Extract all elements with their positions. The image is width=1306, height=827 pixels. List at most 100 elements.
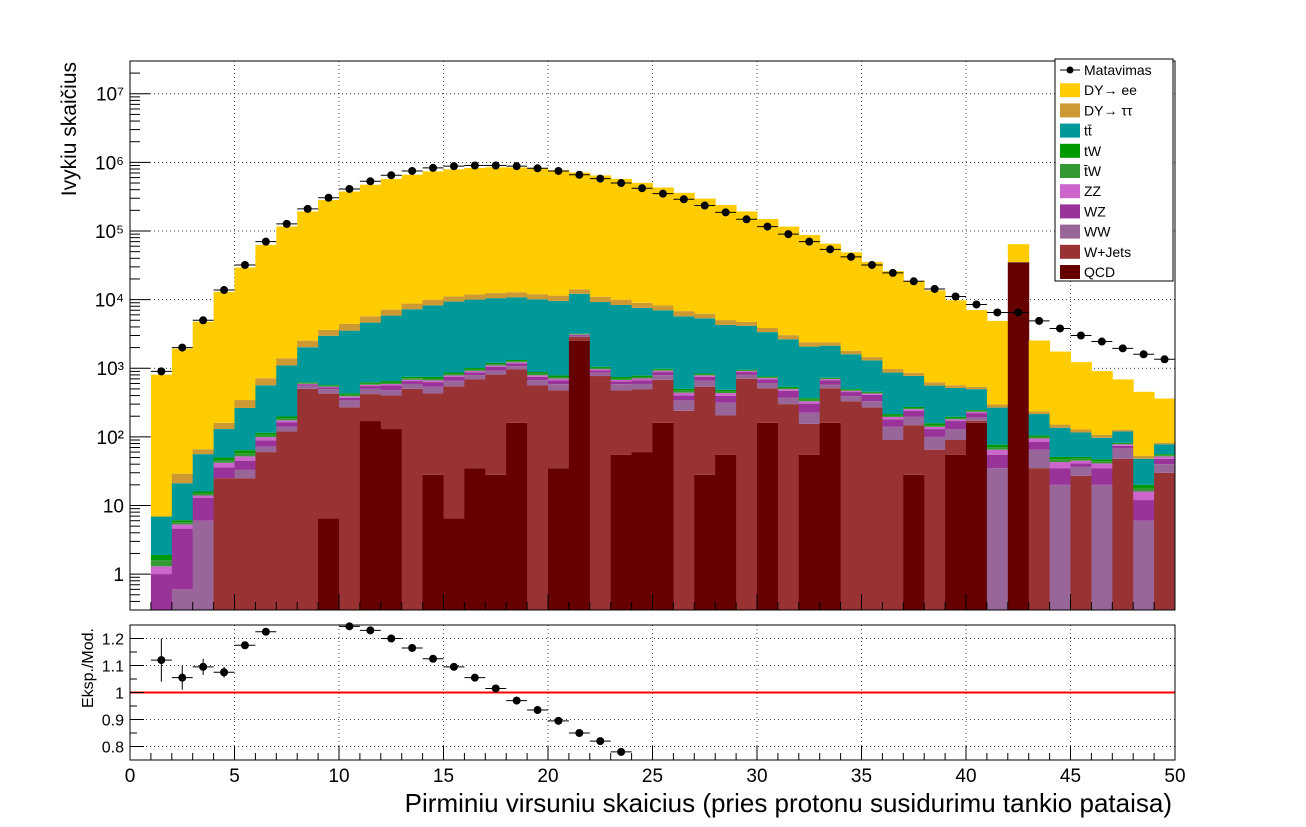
bar-zz <box>966 412 987 413</box>
bar-wz <box>193 498 214 521</box>
bar-qcd <box>799 455 820 610</box>
bar-dy-ee <box>193 322 214 450</box>
bar-ww <box>590 373 611 376</box>
bar-w-jets <box>402 389 423 610</box>
bar-w-jets <box>966 421 987 423</box>
legend-label: DY→ ee <box>1084 82 1137 98</box>
bar-ww <box>485 370 506 374</box>
bar-tt- <box>485 298 506 363</box>
bar-t-w <box>464 369 485 370</box>
bar-t-w <box>966 411 987 412</box>
bar-dy- <box>485 293 506 298</box>
bar-t-w <box>360 383 381 384</box>
bar-zz <box>1091 463 1112 468</box>
y-tick-label: 10³ <box>97 359 124 380</box>
bar-tt- <box>799 347 820 399</box>
bar-dy- <box>590 297 611 302</box>
bar-tt- <box>1133 459 1154 485</box>
legend-label: W+Jets <box>1084 244 1131 260</box>
bar-tw <box>297 382 318 383</box>
bar-w-jets <box>464 380 485 469</box>
bar-zz <box>841 391 862 392</box>
measurement-point <box>722 208 730 216</box>
bar-wz <box>276 422 297 426</box>
bar-tw <box>715 390 736 392</box>
bar-w-jets <box>1029 468 1050 610</box>
bar-zz <box>297 384 318 385</box>
bar-tt- <box>255 385 276 432</box>
bar-tt- <box>924 386 945 424</box>
bar-wz <box>506 364 527 367</box>
bar-dy- <box>841 351 862 355</box>
bar-zz <box>255 437 276 440</box>
bar-t-w <box>193 493 214 495</box>
bar-dy-ee <box>444 169 465 296</box>
bar-t-w <box>172 522 193 524</box>
bar-wz <box>464 372 485 375</box>
bar-dy- <box>360 316 381 322</box>
bar-wz <box>862 395 883 401</box>
bar-dy- <box>945 385 966 388</box>
bar-tw <box>1050 457 1071 459</box>
bar-t-w <box>778 388 799 389</box>
legend-swatch <box>1060 144 1080 158</box>
bar-w-jets <box>339 407 360 610</box>
bar-t-w <box>841 390 862 391</box>
bar-tw <box>987 445 1008 447</box>
legend-swatch <box>1060 204 1080 218</box>
measurement-point <box>345 185 353 193</box>
bar-t-w <box>276 418 297 420</box>
bar-t-w <box>987 447 1008 450</box>
bar-zz <box>1029 438 1050 441</box>
bar-tw <box>381 381 402 382</box>
bar-dy-ee <box>653 188 674 306</box>
bar-zz <box>694 375 715 377</box>
legend-label: tt̄ <box>1084 123 1092 139</box>
bar-w-jets <box>485 375 506 475</box>
bar-tw <box>527 372 548 374</box>
bar-w-jets <box>862 407 883 610</box>
ratio-y-tick-label: 0.8 <box>102 740 124 757</box>
bar-wz <box>611 381 632 384</box>
bar-zz <box>381 384 402 386</box>
bar-ww <box>653 375 674 379</box>
bar-dy- <box>882 369 903 373</box>
bar-ww <box>715 403 736 416</box>
bar-t-w <box>945 418 966 419</box>
bar-tt- <box>1154 444 1175 454</box>
bar-wz <box>172 529 193 590</box>
bar-zz <box>653 371 674 372</box>
measurement-point <box>784 230 792 238</box>
bar-tt- <box>464 300 485 368</box>
bar-qcd <box>632 452 653 610</box>
bar-zz <box>214 463 235 468</box>
bar-ww <box>193 521 214 610</box>
bar-dy-ee <box>673 193 694 311</box>
bar-tw <box>193 491 214 493</box>
bar-tt- <box>882 373 903 414</box>
bar-tt- <box>966 389 987 410</box>
bar-w-jets <box>799 424 820 455</box>
bar-dy- <box>715 320 736 325</box>
bar-dy- <box>297 341 318 348</box>
bar-qcd <box>485 475 506 610</box>
bar-tt- <box>423 305 444 377</box>
bar-wz <box>1050 468 1071 485</box>
legend-label: DY→ ττ <box>1084 102 1133 118</box>
bar-tt- <box>193 454 214 491</box>
bar-dy- <box>736 322 757 326</box>
bar-dy- <box>318 330 339 336</box>
measurement-point <box>178 344 186 352</box>
bar-dy- <box>1133 456 1154 459</box>
bar-t-w <box>423 379 444 381</box>
bar-ww <box>882 427 903 440</box>
bar-ww <box>1091 485 1112 610</box>
bar-ww <box>987 468 1008 610</box>
bar-qcd <box>653 423 674 610</box>
bar-zz <box>172 524 193 528</box>
ratio-point <box>199 663 207 671</box>
bar-ww <box>423 387 444 394</box>
bar-dy-ee <box>882 271 903 369</box>
measurement-point <box>1140 350 1148 358</box>
bar-dy-ee <box>924 290 945 382</box>
